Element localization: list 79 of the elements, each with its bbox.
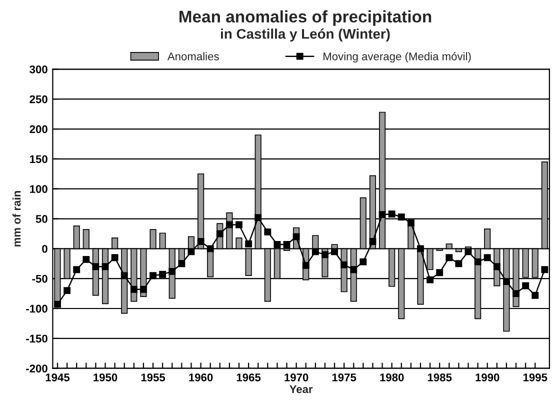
point <box>340 261 348 268</box>
point <box>283 241 290 248</box>
point <box>541 266 548 274</box>
x-tick-label: 1960 <box>189 373 213 382</box>
point <box>120 272 128 280</box>
point <box>264 228 272 236</box>
y-tick-label: -50 <box>32 274 48 283</box>
x-tick-label: 1965 <box>236 373 261 382</box>
point <box>197 238 204 245</box>
x-axis-title: Year <box>290 385 313 394</box>
x-tick-label: 1950 <box>94 373 118 382</box>
point <box>188 248 195 256</box>
point <box>446 254 453 262</box>
point <box>64 287 71 294</box>
point <box>150 272 156 280</box>
point <box>111 254 118 262</box>
x-tick-label: 1980 <box>380 373 404 382</box>
point <box>236 221 242 228</box>
point <box>464 248 472 256</box>
point <box>417 245 424 252</box>
point <box>378 211 386 218</box>
point <box>92 263 100 270</box>
point <box>321 251 328 258</box>
point <box>474 258 482 266</box>
point <box>426 276 434 284</box>
point <box>522 282 530 290</box>
chart-subtitle: in Castilla y León (Winter) <box>221 28 390 42</box>
point <box>178 260 186 268</box>
point <box>159 270 166 278</box>
point <box>302 262 310 269</box>
point <box>407 219 414 226</box>
point <box>436 269 444 276</box>
y-tick-label: -200 <box>26 364 48 372</box>
point <box>168 268 176 275</box>
chart-title: Mean anomalies of precipitation <box>180 10 432 26</box>
point <box>331 248 338 256</box>
x-tick-label: 1945 <box>46 373 70 382</box>
point <box>398 213 405 220</box>
point <box>102 263 109 270</box>
point <box>512 290 520 298</box>
legend-label: Anomalies <box>167 52 219 60</box>
x-tick-label: 1990 <box>476 373 500 382</box>
y-tick-label: 150 <box>30 155 48 164</box>
y-tick-label: 200 <box>30 125 48 134</box>
point <box>245 240 252 248</box>
point <box>350 266 358 274</box>
point <box>484 254 491 262</box>
point <box>388 210 396 218</box>
legend-label: Moving average (Media móvil) <box>324 52 471 63</box>
point <box>206 245 214 252</box>
point <box>216 230 224 238</box>
point <box>502 278 510 286</box>
point <box>254 214 262 222</box>
x-tick-label: 1970 <box>284 373 308 382</box>
x-tick-label: 1975 <box>332 373 356 382</box>
point <box>292 233 300 240</box>
y-tick-label: -150 <box>26 334 48 343</box>
x-tick-label: 1985 <box>428 373 452 382</box>
point <box>493 263 500 270</box>
point <box>140 286 147 293</box>
point <box>73 266 80 274</box>
point <box>274 241 281 248</box>
y-tick-label: 100 <box>30 185 48 193</box>
y-tick-label: 300 <box>30 65 48 74</box>
point <box>226 221 233 228</box>
point <box>532 292 539 299</box>
point <box>360 258 367 266</box>
point <box>82 256 90 263</box>
point <box>130 286 138 293</box>
y-tick-label: 0 <box>42 244 48 253</box>
x-tick-label: 1955 <box>141 373 166 382</box>
point <box>312 248 319 256</box>
y-tick-label: 250 <box>30 95 48 104</box>
point <box>455 260 462 268</box>
point <box>369 238 376 245</box>
y-tick-label: -100 <box>26 304 48 313</box>
x-tick-label: 1995 <box>523 373 548 382</box>
y-axis-title: mm of rain <box>12 191 21 246</box>
y-tick-label: 50 <box>36 215 48 223</box>
